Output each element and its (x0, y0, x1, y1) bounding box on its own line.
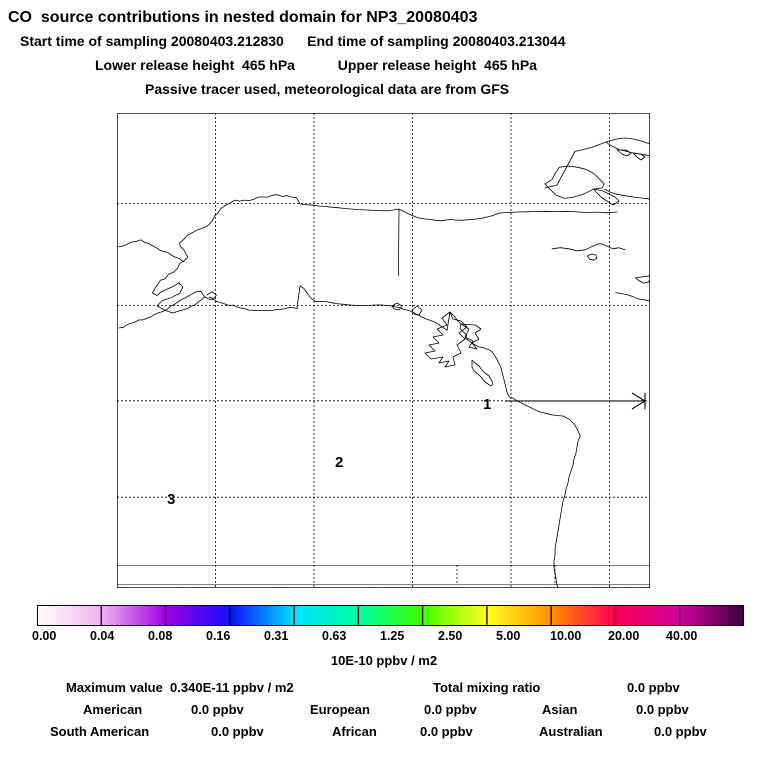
svg-text:2: 2 (335, 454, 343, 471)
svg-text:3: 3 (167, 491, 175, 508)
svg-text:1: 1 (483, 396, 491, 413)
